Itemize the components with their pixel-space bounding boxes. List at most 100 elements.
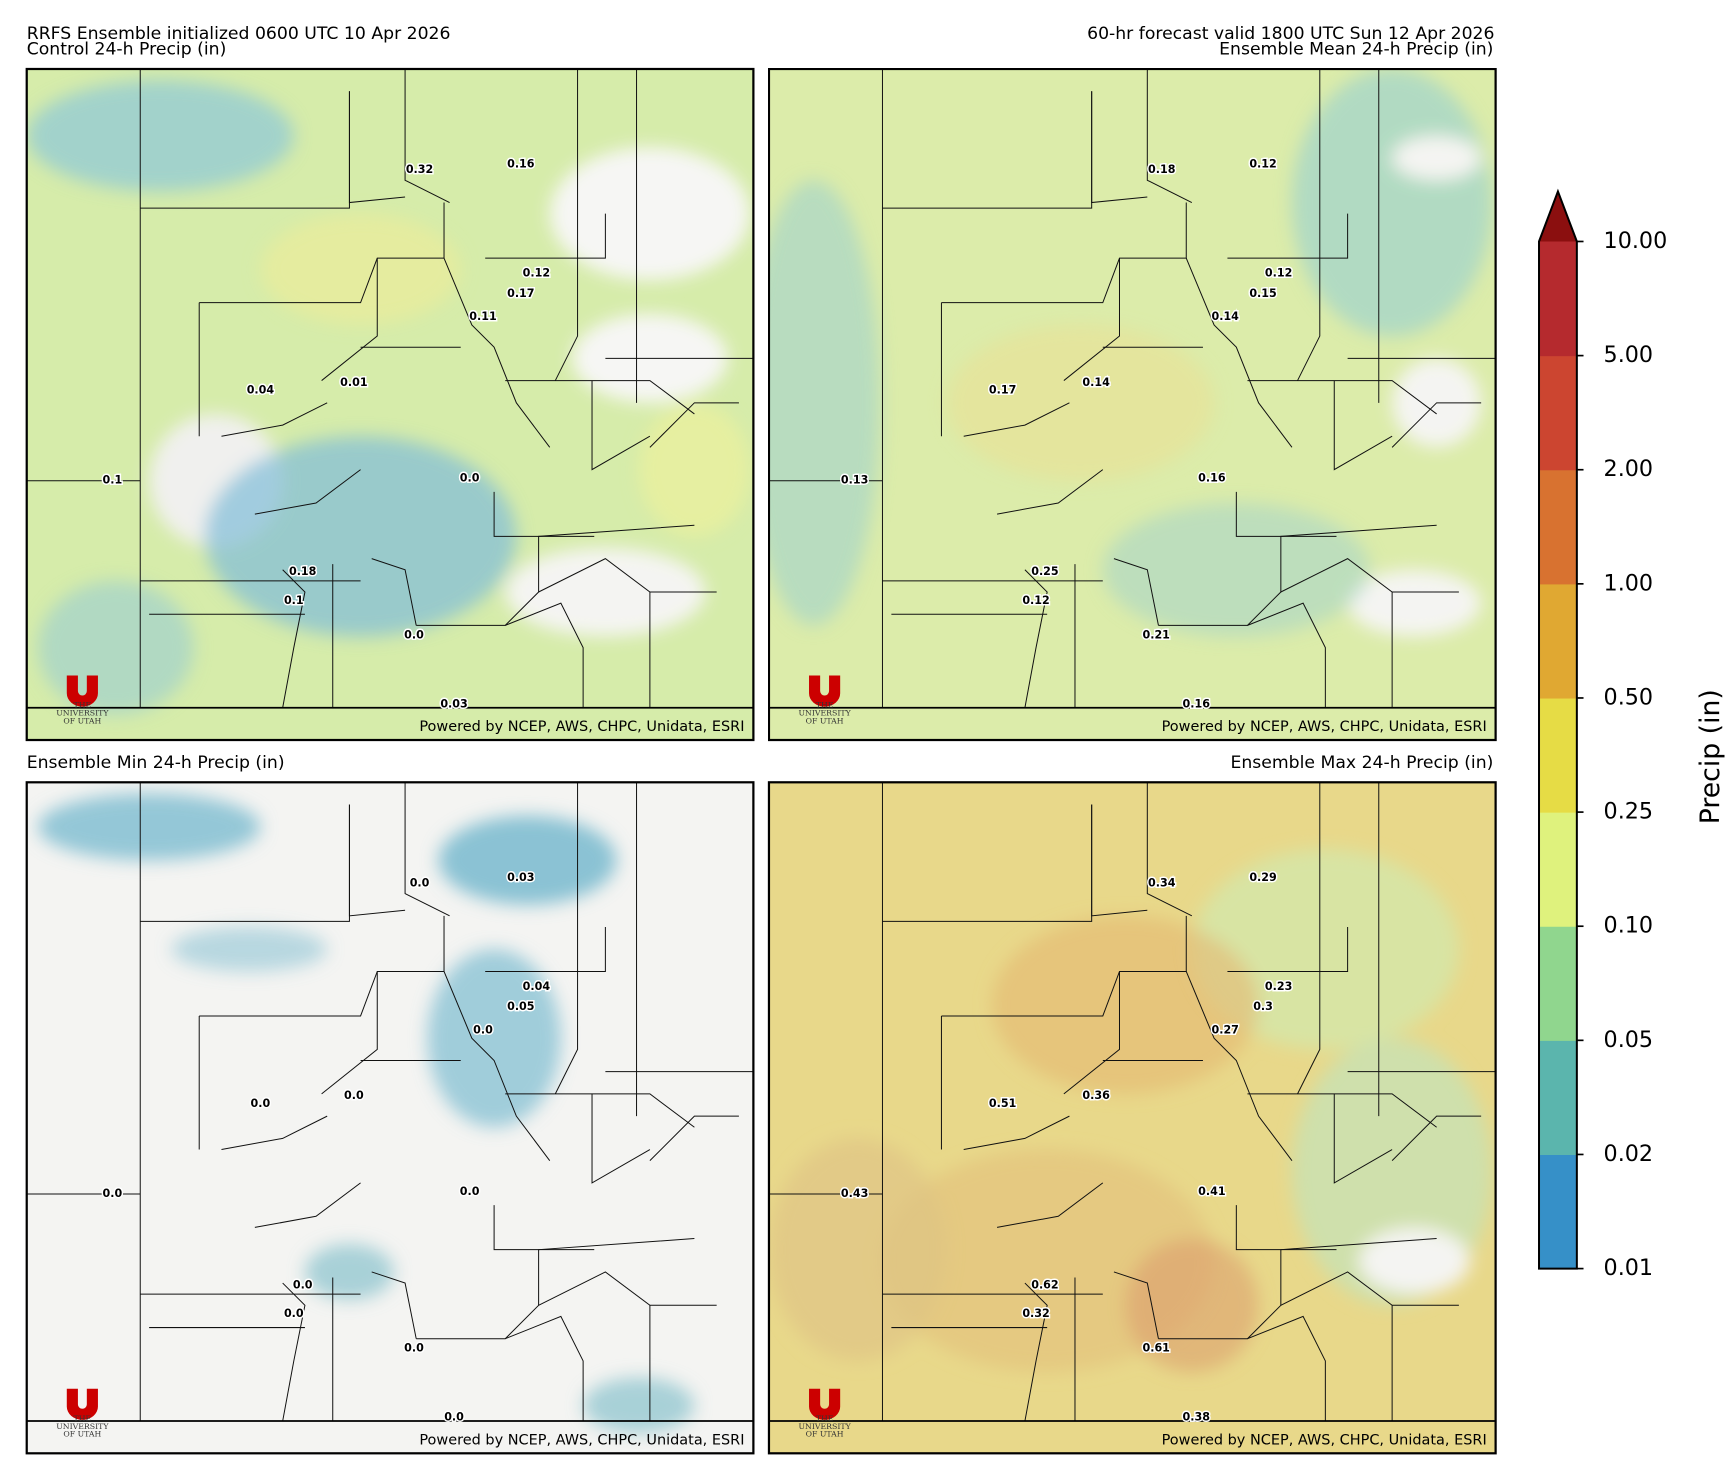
border	[282, 569, 306, 708]
precip-area	[505, 547, 706, 637]
colorbar-segment	[1539, 1040, 1577, 1156]
map-content: 0.34 0.29 0.23 0.3 0.27 0.51 0.36 0.43 0.41 0.62 0…	[768, 782, 1496, 1454]
border	[404, 68, 450, 203]
panel-title: Ensemble Mean 24-h Precip (in)	[1219, 40, 1493, 60]
border	[963, 402, 1070, 437]
border	[996, 469, 1104, 515]
border	[1185, 257, 1293, 448]
precip-area	[583, 1377, 695, 1434]
point-value: 0.01	[340, 376, 367, 389]
border	[538, 558, 717, 593]
logo-text: OF UTAH	[806, 1430, 844, 1439]
colorbar-segment	[1539, 469, 1577, 585]
border	[1024, 1282, 1048, 1422]
precip-area	[1358, 1227, 1471, 1295]
credit: Powered by NCEP, AWS, CHPC, Unidata, ESR…	[1162, 719, 1487, 735]
logo-text: THE	[74, 701, 92, 710]
init-time: RRFS Ensemble initialized 0600 UTC 10 Ap…	[27, 24, 451, 44]
colorbar-tick-label: 0.50	[1604, 684, 1654, 710]
colorbar-segment	[1539, 355, 1577, 471]
point-value: 0.16	[1183, 697, 1211, 710]
precip-area	[260, 213, 461, 325]
border	[996, 1182, 1104, 1228]
border	[1146, 782, 1193, 917]
map-content: 0.0 0.03 0.04 0.05 0.0 0.0 0.0 0.0 0.0 0.0 0.0 0.0 0…	[26, 782, 754, 1454]
point-value: 0.41	[1198, 1185, 1225, 1198]
colorbar-segment	[1539, 1154, 1577, 1270]
border	[443, 971, 551, 1161]
point-value: 0.12	[523, 267, 550, 280]
colorbar-segment	[1539, 697, 1577, 813]
panel-frame	[767, 67, 1497, 742]
point-value: 0.36	[1082, 1089, 1110, 1102]
point-value: 0.38	[1183, 1411, 1211, 1424]
border	[1113, 558, 1159, 626]
precip-area	[1347, 569, 1482, 637]
point-value: 0.04	[247, 384, 275, 397]
point-value: 0.0	[460, 472, 480, 485]
logo-text: OF UTAH	[63, 1430, 101, 1439]
colorbar-tick-label: 0.25	[1604, 799, 1654, 825]
border	[505, 602, 584, 708]
point-value: 0.14	[1211, 310, 1239, 323]
border	[1247, 380, 1437, 415]
border	[963, 1115, 1070, 1151]
colorbar-tick-label: 0.05	[1604, 1027, 1654, 1053]
point-value: 0.03	[440, 697, 467, 710]
border	[505, 1315, 584, 1422]
logo-text: UNIVERSITY	[798, 1422, 851, 1431]
point-value: 0.3	[1253, 1000, 1273, 1013]
logo-text: UNIVERSITY	[56, 709, 109, 718]
border	[1247, 1315, 1326, 1422]
point-value: 0.0	[410, 877, 430, 890]
precip-area	[638, 402, 751, 537]
logo-text: UNIVERSITY	[56, 1422, 109, 1431]
colorbar-tick-label: 2.00	[1604, 456, 1654, 482]
point-value: 0.12	[1249, 158, 1276, 171]
border	[1146, 68, 1193, 203]
colorbar-tick-label: 0.02	[1604, 1141, 1654, 1167]
point-value: 0.32	[406, 163, 433, 176]
logo-text: THE	[74, 1414, 92, 1423]
point-value: 0.16	[1198, 472, 1226, 485]
border	[485, 213, 606, 259]
border	[254, 469, 361, 515]
map-panel: 0.32 0.16 0.12 0.17 0.11 0.04 0.01 0.1 0.0 0.18 0.…	[25, 67, 755, 742]
border	[221, 1115, 328, 1151]
point-value: 0.12	[1022, 594, 1049, 607]
border	[321, 258, 378, 381]
precip-field	[37, 793, 695, 1434]
point-value: 0.14	[1082, 376, 1110, 389]
precip-area	[549, 146, 751, 281]
map-panel: 0.18 0.12 0.12 0.15 0.14 0.17 0.14 0.13 0.16 0.25…	[767, 67, 1497, 742]
panels: 0.32 0.160.120.170.110.040.010.1 0.00.180.…	[25, 40, 1497, 1455]
logo-text: OF UTAH	[63, 716, 101, 725]
point-value: 0.1	[103, 474, 123, 487]
border	[348, 91, 406, 204]
map-content: 0.32 0.16 0.12 0.17 0.11 0.04 0.01 0.1 0.0 0.18 0.…	[26, 68, 754, 741]
logo-mark	[66, 1388, 98, 1420]
border	[1391, 402, 1482, 448]
precip-area	[26, 80, 294, 192]
colorbar-extend	[1539, 191, 1577, 242]
point-value: 0.25	[1031, 565, 1058, 578]
border	[1247, 602, 1326, 708]
point-value: 0.1	[284, 594, 304, 607]
logo-text: UNIVERSITY	[798, 709, 851, 718]
valid-time: 60-hr forecast valid 1800 UTC Sun 12 Apr…	[1087, 24, 1494, 44]
credit: Powered by NCEP, AWS, CHPC, Unidata, ESR…	[1162, 1432, 1487, 1448]
border	[1280, 558, 1459, 593]
border	[1024, 569, 1048, 708]
point-value: 0.17	[989, 384, 1016, 397]
precip-area	[304, 1244, 394, 1300]
point-value: 0.29	[1249, 871, 1277, 884]
panel-title: Control 24-h Precip (in)	[27, 40, 227, 60]
border	[254, 1182, 361, 1228]
border	[221, 402, 328, 437]
border	[485, 926, 606, 972]
border	[282, 1282, 306, 1422]
point-value: 0.0	[473, 1023, 493, 1036]
colorbar: 0.01 0.02 0.05 0.10 0.25 0.50 1.00 2.00 5.00 10.0…	[1538, 188, 1726, 1281]
point-value: 0.18	[289, 565, 317, 578]
point-value: 0.0	[444, 1411, 464, 1424]
